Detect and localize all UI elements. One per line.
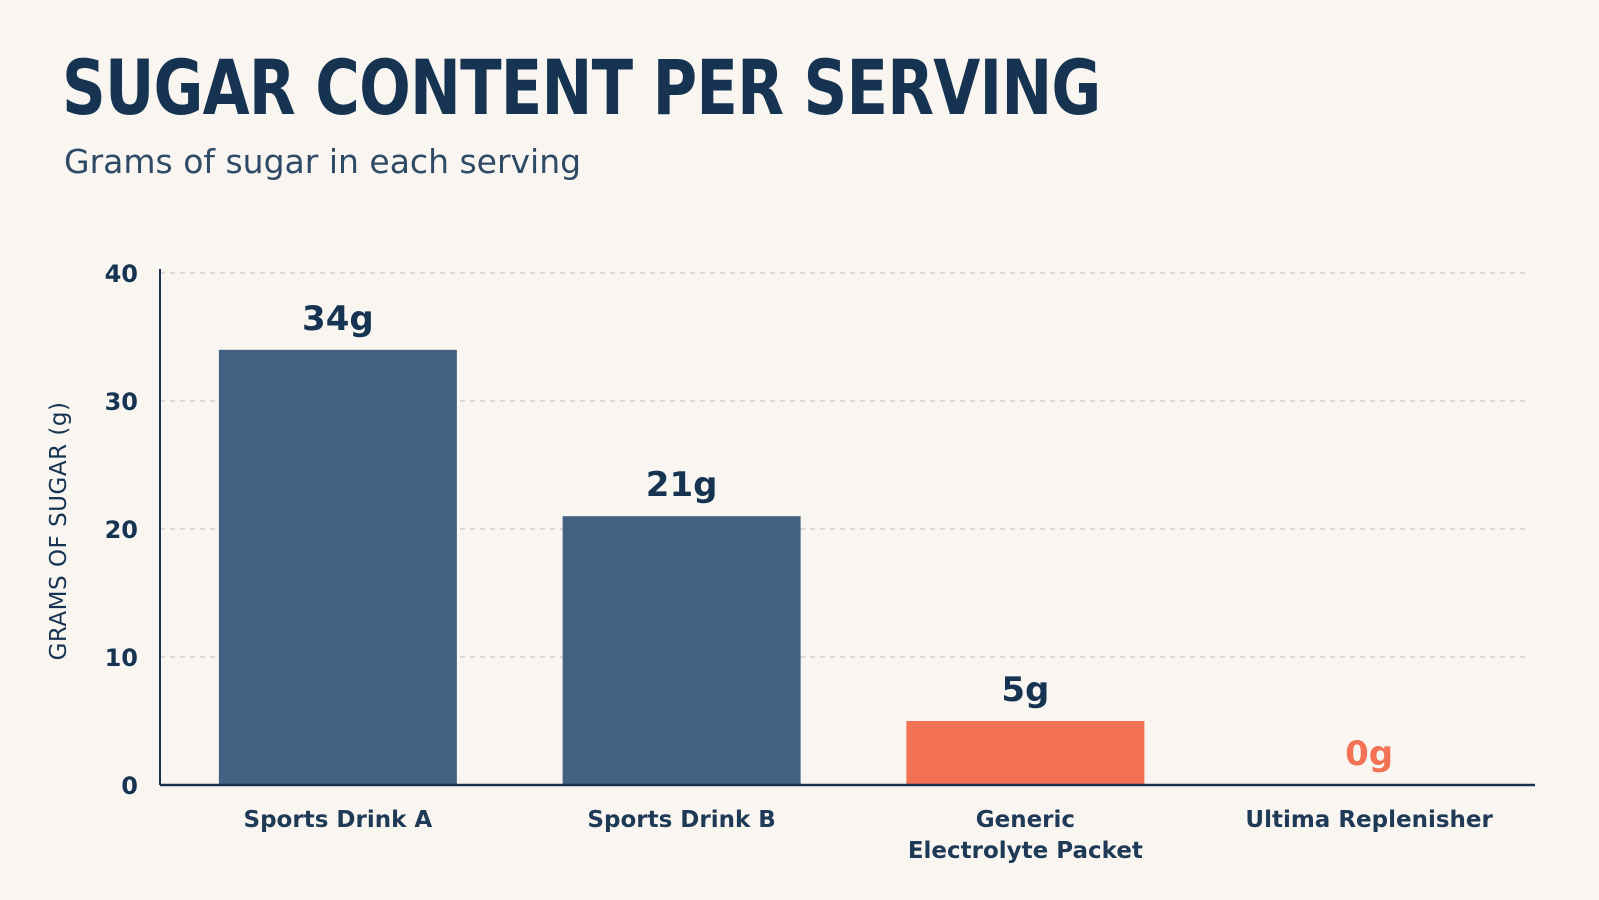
data-label: 0g xyxy=(1345,734,1393,774)
x-tick-label-line: Electrolyte Packet xyxy=(908,838,1143,864)
y-tick-label: 30 xyxy=(105,388,138,416)
bar xyxy=(218,349,457,785)
bars xyxy=(218,349,1145,785)
y-tick-label: 20 xyxy=(105,516,138,544)
data-label: 34g xyxy=(302,299,374,339)
x-tick-label-line: Generic xyxy=(976,807,1075,833)
chart-title: SUGAR CONTENT PER SERVING xyxy=(62,43,1101,132)
x-tick-label-line: Ultima Replenisher xyxy=(1245,807,1493,833)
data-label: 21g xyxy=(646,465,718,505)
x-tick-label: Sports Drink B xyxy=(587,807,775,833)
bar xyxy=(906,721,1145,785)
x-tick-label-line: Sports Drink B xyxy=(587,807,775,833)
x-tick-label: Generic Electrolyte Packet xyxy=(908,807,1143,864)
labels: 0 10 20 30 40 34g Sports Drink A 21g Sports Drin… xyxy=(46,260,1494,864)
y-tick-label: 10 xyxy=(105,644,138,672)
y-axis-title: GRAMS OF SUGAR (g) xyxy=(46,402,72,661)
y-tick-label: 0 xyxy=(121,772,138,800)
x-tick-label-line: Sports Drink A xyxy=(244,807,433,833)
axes xyxy=(159,269,1535,787)
data-label: 5g xyxy=(1001,670,1049,710)
x-tick-label: Ultima Replenisher xyxy=(1245,807,1493,833)
bar xyxy=(562,516,801,785)
chart-subtitle: Grams of sugar in each serving xyxy=(64,142,582,181)
x-tick-label: Sports Drink A xyxy=(244,807,433,833)
gridlines xyxy=(160,272,1525,658)
y-tick-label: 40 xyxy=(105,260,138,288)
